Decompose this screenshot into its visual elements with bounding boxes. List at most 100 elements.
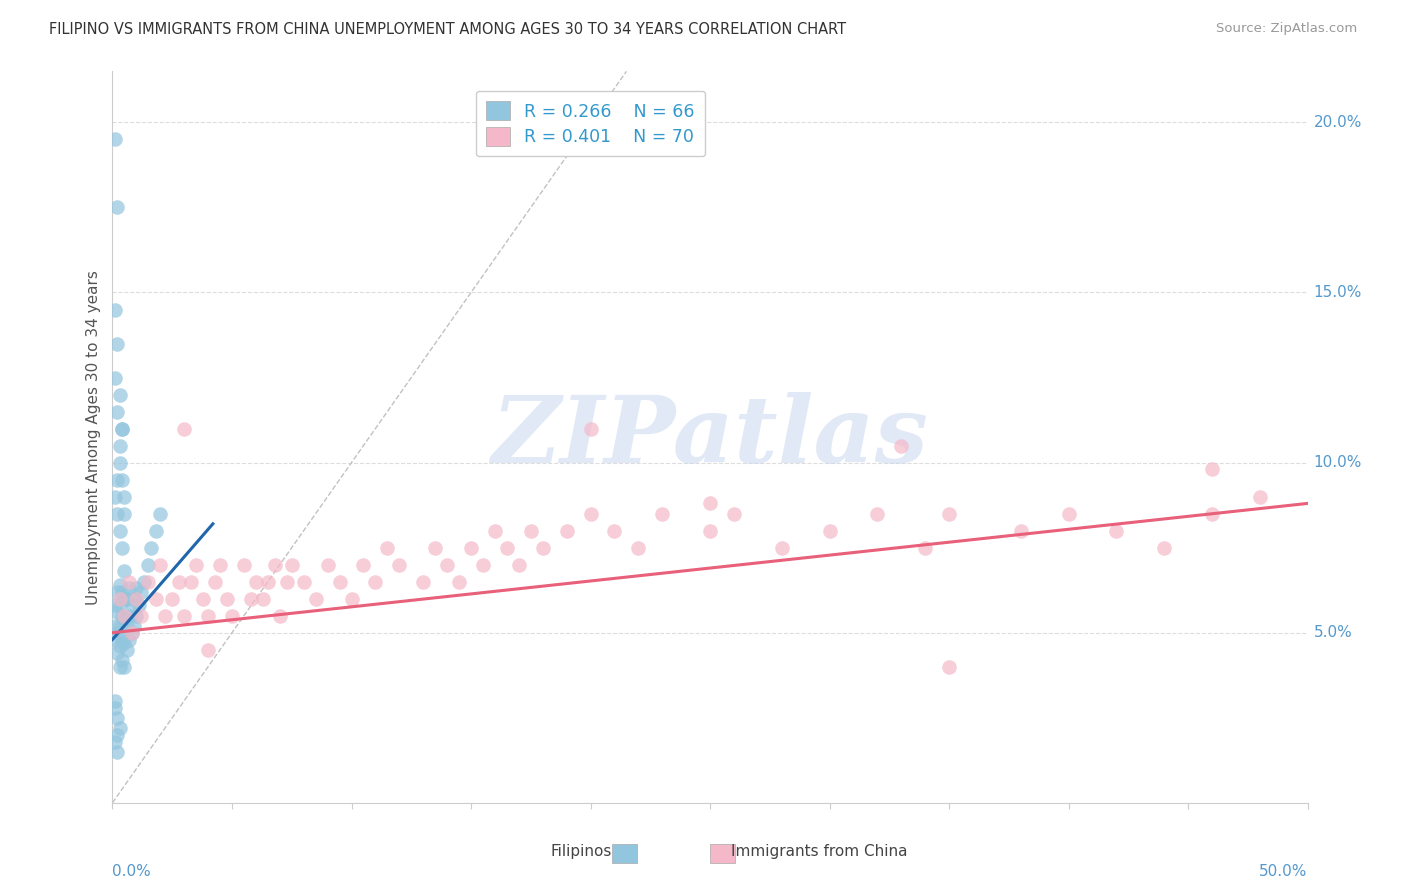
Text: 5.0%: 5.0% — [1313, 625, 1353, 640]
Point — [111, 541, 134, 555]
Point — [914, 541, 936, 555]
Point — [105, 404, 128, 418]
Point — [436, 558, 458, 572]
Point — [105, 605, 128, 619]
Point — [209, 558, 232, 572]
Text: 50.0%: 50.0% — [1260, 864, 1308, 879]
Text: 10.0%: 10.0% — [1313, 455, 1362, 470]
Point — [221, 608, 243, 623]
Point — [173, 421, 195, 435]
Point — [105, 728, 128, 742]
Point — [579, 421, 602, 435]
Point — [132, 574, 155, 589]
Point — [121, 625, 143, 640]
Point — [508, 558, 530, 572]
Point — [114, 565, 135, 579]
Point — [129, 608, 152, 623]
Point — [603, 524, 626, 538]
Y-axis label: Unemployment Among Ages 30 to 34 years: Unemployment Among Ages 30 to 34 years — [86, 269, 101, 605]
Point — [531, 541, 554, 555]
Point — [105, 646, 128, 660]
Point — [938, 659, 960, 673]
Point — [193, 591, 215, 606]
Point — [108, 619, 131, 633]
Point — [108, 439, 131, 453]
Point — [111, 585, 134, 599]
Point — [104, 490, 127, 504]
Text: 0.0%: 0.0% — [112, 864, 152, 879]
Point — [1201, 462, 1223, 476]
Point — [233, 558, 256, 572]
Point — [305, 591, 328, 606]
Point — [245, 574, 267, 589]
Point — [114, 636, 135, 650]
Point — [114, 608, 135, 623]
Point — [352, 558, 374, 572]
Point — [699, 496, 721, 510]
Point — [114, 490, 135, 504]
Point — [340, 591, 363, 606]
Point — [329, 574, 352, 589]
Point — [111, 421, 134, 435]
Point — [104, 302, 127, 317]
Text: Filipinos: Filipinos — [550, 845, 612, 859]
Point — [1057, 507, 1080, 521]
Point — [121, 625, 143, 640]
Point — [105, 711, 128, 725]
Text: Immigrants from China: Immigrants from China — [731, 845, 908, 859]
Point — [105, 473, 128, 487]
Point — [118, 574, 141, 589]
Point — [138, 558, 160, 572]
Point — [818, 524, 841, 538]
Point — [264, 558, 287, 572]
Point — [149, 558, 172, 572]
Point — [1201, 507, 1223, 521]
Point — [111, 632, 134, 647]
Text: 15.0%: 15.0% — [1313, 285, 1362, 300]
Point — [316, 558, 339, 572]
Point — [118, 632, 141, 647]
Point — [108, 659, 131, 673]
Point — [122, 591, 145, 606]
Point — [699, 524, 721, 538]
Point — [105, 507, 128, 521]
Point — [108, 640, 131, 654]
Point — [104, 619, 127, 633]
Text: FILIPINO VS IMMIGRANTS FROM CHINA UNEMPLOYMENT AMONG AGES 30 TO 34 YEARS CORRELA: FILIPINO VS IMMIGRANTS FROM CHINA UNEMPL… — [49, 22, 846, 37]
Point — [114, 612, 135, 626]
Point — [1249, 490, 1271, 504]
Point — [651, 507, 673, 521]
Point — [104, 700, 127, 714]
Point — [240, 591, 263, 606]
Point — [388, 558, 411, 572]
Point — [186, 558, 208, 572]
Point — [104, 370, 127, 384]
Point — [447, 574, 470, 589]
Point — [145, 524, 167, 538]
Point — [555, 524, 578, 538]
Point — [138, 574, 160, 589]
Point — [579, 507, 602, 521]
Point — [108, 578, 131, 592]
Point — [111, 608, 134, 623]
Point — [111, 653, 134, 667]
Point — [257, 574, 280, 589]
Point — [153, 608, 176, 623]
Point — [125, 582, 148, 596]
Point — [104, 694, 127, 708]
Point — [104, 734, 127, 748]
Point — [145, 591, 167, 606]
Point — [139, 541, 162, 555]
Point — [105, 201, 128, 215]
Point — [377, 541, 399, 555]
Point — [162, 591, 183, 606]
Point — [180, 574, 202, 589]
Point — [111, 421, 134, 435]
Point — [104, 132, 127, 146]
Point — [1105, 524, 1128, 538]
Point — [121, 599, 143, 613]
Point — [866, 507, 889, 521]
Point — [108, 599, 131, 613]
Point — [520, 524, 543, 538]
Point — [104, 632, 127, 647]
